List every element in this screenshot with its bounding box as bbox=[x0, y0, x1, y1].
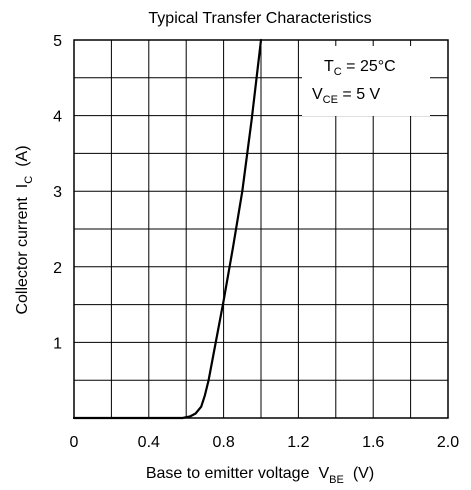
grid bbox=[74, 40, 448, 418]
annotation-temperature-value: = 25°C bbox=[342, 58, 396, 75]
annotation-vce: VCE = 5 V bbox=[312, 86, 381, 106]
x-axis-label-unit: (V) bbox=[353, 465, 374, 482]
x-tick-label: 1.2 bbox=[287, 434, 309, 451]
y-tick-label: 3 bbox=[53, 184, 62, 201]
transfer-curve bbox=[72, 38, 263, 420]
x-axis-label-symbol: V bbox=[318, 465, 329, 482]
x-tick-label: 0 bbox=[70, 434, 79, 451]
annotation-vce-subscript: CE bbox=[323, 94, 338, 106]
y-tick-labels: 1 2 3 4 5 bbox=[53, 33, 62, 352]
y-axis-label-unit: (A) bbox=[14, 145, 31, 166]
x-axis-label-subscript: BE bbox=[329, 474, 344, 486]
curve-layer bbox=[72, 38, 263, 420]
x-tick-label: 0.4 bbox=[138, 434, 160, 451]
x-axis-label: Base to emitter voltage VBE (V) bbox=[146, 465, 374, 486]
annotation-vce-value: = 5 V bbox=[338, 86, 381, 103]
y-tick-label: 1 bbox=[53, 335, 62, 352]
y-axis-label-symbol: I bbox=[14, 184, 31, 188]
annotation-box bbox=[302, 46, 430, 116]
annotation-temperature-symbol: T bbox=[324, 58, 334, 75]
y-axis-label: Collector current IC (A) bbox=[14, 145, 35, 314]
x-tick-label: 0.8 bbox=[212, 434, 234, 451]
annotation-vce-symbol: V bbox=[312, 86, 323, 103]
y-tick-label: 5 bbox=[53, 33, 62, 50]
x-axis-label-text: Base to emitter voltage bbox=[146, 465, 310, 482]
x-tick-labels: 0 0.4 0.8 1.2 1.6 2.0 bbox=[70, 434, 460, 451]
x-tick-label: 1.6 bbox=[362, 434, 384, 451]
annotation-temperature: TC = 25°C bbox=[324, 58, 396, 78]
y-axis-label-subscript: C bbox=[23, 176, 35, 184]
annotation-temperature-subscript: C bbox=[334, 66, 342, 78]
y-tick-label: 2 bbox=[53, 260, 62, 277]
y-tick-label: 4 bbox=[53, 109, 62, 126]
y-axis-label-text: Collector current bbox=[14, 197, 31, 315]
x-tick-label: 2.0 bbox=[437, 434, 459, 451]
chart-title: Typical Transfer Characteristics bbox=[148, 10, 371, 27]
